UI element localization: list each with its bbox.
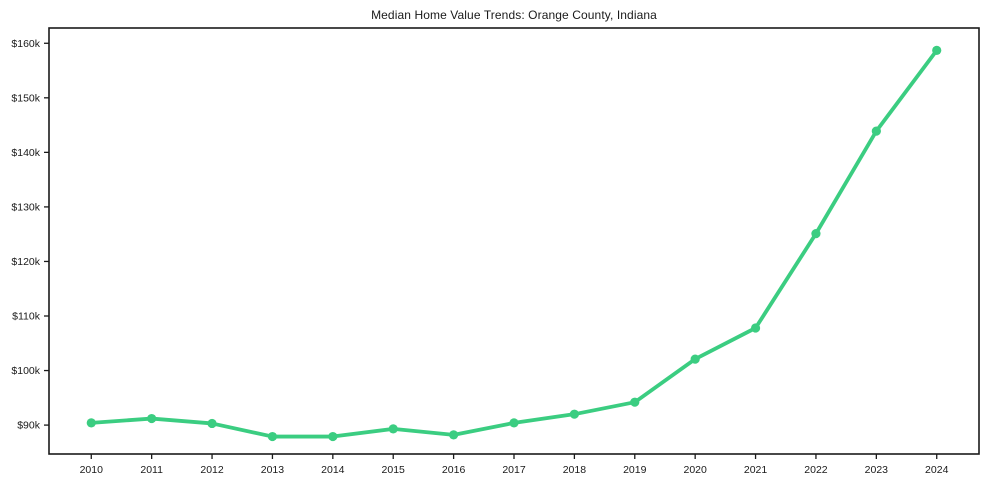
chart-title: Median Home Value Trends: Orange County,… [371,8,657,22]
y-tick-label: $160k [11,38,40,50]
x-tick-label: 2012 [200,464,224,476]
trend-line [89,48,939,439]
data-point-2020 [690,354,700,364]
data-point-2016 [449,430,459,440]
x-tick-label: 2021 [744,464,768,476]
x-tick-label: 2020 [683,464,707,476]
x-tick-label: 2015 [382,464,406,476]
x-tick-label: 2018 [563,464,587,476]
data-point-2019 [630,397,640,407]
x-tick-label: 2013 [261,464,285,476]
x-tick-label: 2023 [865,464,889,476]
data-point-2024 [932,45,942,55]
y-tick-label: $90k [17,420,41,432]
data-point-2010 [86,418,96,428]
y-tick-label: $100k [11,365,40,377]
data-point-2015 [388,424,398,434]
y-tick-label: $140k [11,147,40,159]
x-tick-label: 2014 [321,464,345,476]
y-tick-label: $150k [11,92,40,104]
x-tick-label: 2016 [442,464,466,476]
data-point-2022 [811,229,821,239]
data-point-2017 [509,418,519,428]
y-tick-label: $130k [11,201,40,213]
x-tick-label: 2010 [80,464,104,476]
data-point-2018 [569,409,579,419]
data-point-2013 [267,431,278,442]
y-tick-label: $120k [11,256,40,268]
data-point-2011 [147,413,157,424]
y-tick-label: $110k [12,311,41,323]
data-point-2021 [750,323,761,333]
data-point-2012 [207,418,217,429]
x-tick-label: 2024 [925,464,949,476]
data-point-2023 [871,126,881,136]
x-tick-label: 2011 [140,464,163,476]
x-tick-label: 2019 [623,464,647,476]
data-point-2014 [328,431,338,442]
plot-frame [48,27,980,455]
x-tick-label: 2017 [502,464,526,476]
x-tick-label: 2022 [804,464,828,476]
